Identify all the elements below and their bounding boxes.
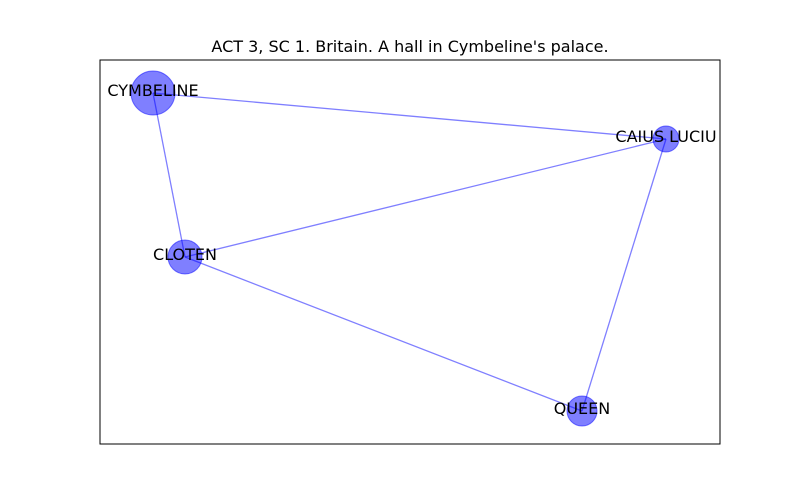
edge-caius-queen bbox=[581, 138, 667, 412]
node-label-queen: QUEEN bbox=[554, 399, 611, 418]
nodes bbox=[130, 70, 680, 427]
graph-title: ACT 3, SC 1. Britain. A hall in Cymbelin… bbox=[211, 37, 608, 56]
node-label-cloten: CLOTEN bbox=[153, 245, 217, 264]
edge-cymbeline-caius bbox=[152, 92, 667, 140]
labels: CYMBELINE CAIUS LUCIU CLOTEN QUEEN bbox=[107, 81, 716, 418]
node-cloten bbox=[167, 239, 203, 275]
node-label-caius: CAIUS LUCIU bbox=[615, 127, 716, 146]
node-label-cymbeline: CYMBELINE bbox=[107, 81, 198, 100]
edge-caius-cloten bbox=[184, 138, 667, 258]
node-caius bbox=[652, 125, 680, 153]
node-queen bbox=[566, 395, 598, 427]
node-cymbeline bbox=[130, 70, 176, 116]
edges bbox=[152, 92, 667, 412]
edge-cymbeline-cloten bbox=[152, 92, 186, 258]
plot-frame bbox=[99, 59, 721, 445]
edge-cloten-queen bbox=[184, 256, 583, 412]
